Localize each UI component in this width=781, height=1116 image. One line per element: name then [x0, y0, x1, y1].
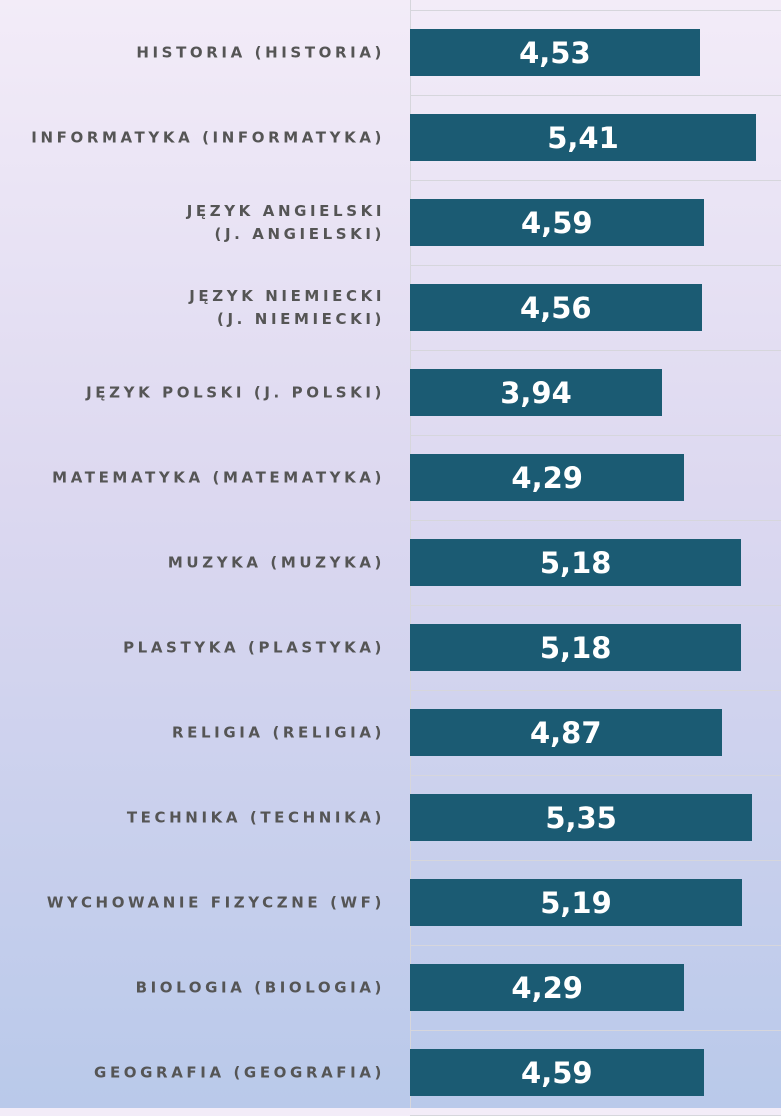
row-separator	[410, 350, 781, 351]
bar	[410, 964, 685, 1011]
bar	[410, 369, 663, 416]
category-label: MUZYKA (MUZYKA)	[167, 553, 385, 571]
bar	[410, 284, 702, 331]
value-label: 4,53	[519, 35, 591, 70]
value-label: 5,41	[547, 120, 619, 155]
row-separator	[410, 265, 781, 266]
category-label: JĘZYK NIEMIECKI (J. NIEMIECKI)	[189, 286, 385, 328]
category-label: TECHNIKA (TECHNIKA)	[126, 808, 385, 826]
bar	[410, 1049, 704, 1096]
value-label: 4,29	[511, 460, 583, 495]
row-separator	[410, 690, 781, 691]
value-label: 4,87	[529, 715, 602, 750]
row-separator	[410, 180, 781, 181]
row-separator	[410, 435, 781, 436]
bar	[410, 709, 722, 756]
row-separator	[410, 520, 781, 521]
value-label: 4,29	[511, 970, 583, 1005]
bar	[410, 794, 753, 841]
row-separator	[410, 95, 781, 96]
value-label: 5,19	[540, 885, 612, 920]
category-label: BIOLOGIA (BIOLOGIA)	[135, 978, 385, 996]
row-separator	[410, 605, 781, 606]
category-label: JĘZYK POLSKI (J. POLSKI)	[86, 383, 385, 401]
row-separator	[410, 775, 781, 776]
value-label: 4,59	[521, 205, 593, 240]
bar	[410, 879, 742, 926]
bar	[410, 114, 757, 161]
value-label: 5,35	[545, 800, 617, 835]
value-label: 3,94	[500, 375, 572, 410]
bar	[410, 624, 742, 671]
row-separator	[410, 860, 781, 861]
value-label: 4,56	[520, 290, 592, 325]
value-label: 5,18	[539, 630, 612, 665]
category-label: HISTORIA (HISTORIA)	[136, 43, 385, 61]
row-separator	[410, 10, 781, 11]
category-label: PLASTYKA (PLASTYKA)	[123, 638, 385, 656]
value-label: 4,59	[521, 1055, 593, 1090]
bar	[410, 539, 742, 586]
bar	[410, 454, 685, 501]
row-separator	[410, 1030, 781, 1031]
category-label: RELIGIA (RELIGIA)	[171, 723, 385, 741]
category-label: JĘZYK ANGIELSKI (J. ANGIELSKI)	[186, 201, 385, 243]
bar	[410, 199, 704, 246]
category-label: INFORMATYKA (INFORMATYKA)	[31, 128, 385, 146]
row-separator	[410, 945, 781, 946]
category-label: MATEMATYKA (MATEMATYKA)	[52, 468, 385, 486]
bar	[410, 29, 700, 76]
category-label: GEOGRAFIA (GEOGRAFIA)	[94, 1063, 385, 1081]
value-label: 5,18	[539, 545, 612, 580]
category-label: WYCHOWANIE FIZYCZNE (WF)	[46, 893, 385, 911]
